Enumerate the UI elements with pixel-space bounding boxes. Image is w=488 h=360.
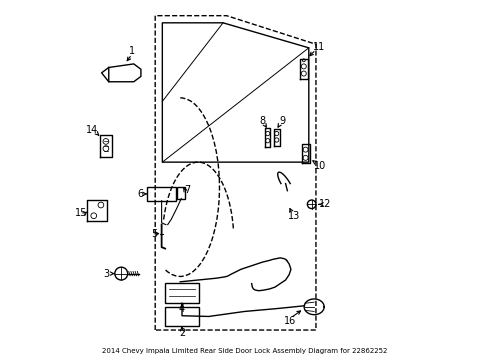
Text: 4: 4 <box>179 304 184 314</box>
Text: 14: 14 <box>85 125 98 135</box>
Text: 6: 6 <box>138 189 143 199</box>
Text: 2014 Chevy Impala Limited Rear Side Door Lock Assembly Diagram for 22862252: 2014 Chevy Impala Limited Rear Side Door… <box>102 348 386 354</box>
Text: 3: 3 <box>102 269 109 279</box>
Bar <box>165 307 199 327</box>
Text: 2: 2 <box>179 328 185 338</box>
Text: 12: 12 <box>318 199 330 209</box>
Text: 11: 11 <box>313 42 325 52</box>
Bar <box>147 187 176 201</box>
Text: 15: 15 <box>75 208 87 218</box>
Text: 9: 9 <box>278 116 285 126</box>
Bar <box>177 187 185 199</box>
Text: 13: 13 <box>287 211 299 221</box>
Text: 5: 5 <box>151 229 157 239</box>
Text: 10: 10 <box>313 161 325 171</box>
Text: 8: 8 <box>259 116 265 126</box>
Bar <box>165 283 199 303</box>
Text: 1: 1 <box>129 46 135 57</box>
Text: 7: 7 <box>184 185 190 195</box>
Text: 16: 16 <box>284 316 296 326</box>
